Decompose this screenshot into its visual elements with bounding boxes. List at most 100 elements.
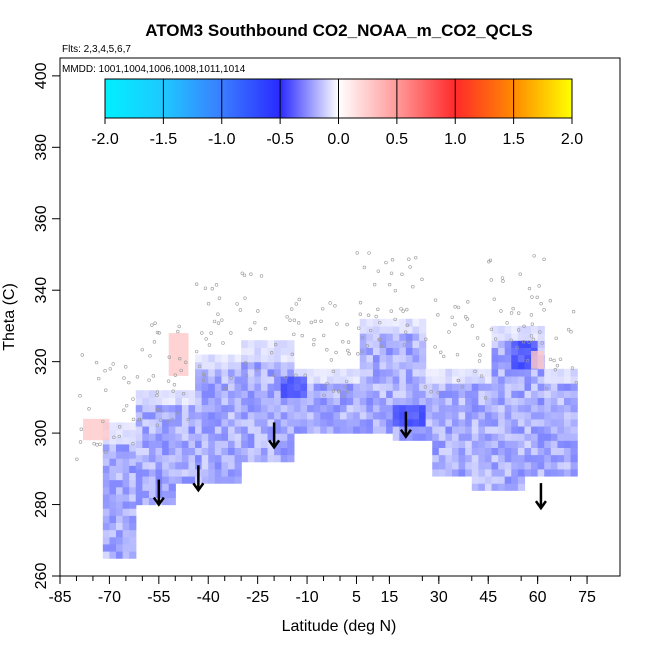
- field-cell: [168, 461, 176, 470]
- field-cell: [504, 440, 512, 448]
- field-cell: [293, 368, 302, 377]
- field-cell: [293, 375, 302, 384]
- field-cell: [392, 361, 400, 370]
- field-cell: [287, 361, 295, 370]
- field-cell: [175, 425, 183, 434]
- sample-point: [374, 314, 378, 319]
- field-cell: [353, 425, 361, 434]
- sample-point: [509, 311, 514, 315]
- field-cell: [405, 340, 414, 348]
- field-cell: [484, 418, 493, 427]
- field-cell: [366, 368, 374, 377]
- field-cell: [333, 397, 341, 406]
- field-cell: [445, 418, 453, 427]
- field-cell: [254, 354, 262, 363]
- sample-point: [424, 337, 428, 341]
- field-cell: [208, 433, 216, 441]
- field-cell: [234, 361, 242, 370]
- sample-point: [320, 307, 325, 311]
- field-cell: [201, 468, 209, 477]
- sample-point: [569, 330, 573, 334]
- field-cell: [109, 450, 117, 459]
- sample-point: [104, 450, 108, 455]
- field-cell: [346, 368, 354, 377]
- field-cell: [392, 368, 400, 377]
- field-cell: [201, 447, 209, 456]
- field-cell: [195, 447, 203, 456]
- field-cell: [122, 500, 130, 509]
- field-cell: [537, 325, 545, 334]
- sample-point: [131, 441, 135, 446]
- field-cell: [254, 418, 262, 427]
- field-cell: [537, 425, 545, 434]
- field-cell: [517, 397, 526, 406]
- field-cell: [531, 454, 539, 463]
- field-cell: [274, 404, 282, 413]
- sample-point: [384, 260, 388, 265]
- field-cell: [438, 433, 447, 441]
- field-cell: [504, 475, 512, 484]
- sample-point: [555, 363, 560, 368]
- sample-point: [344, 379, 349, 384]
- field-cell: [458, 447, 466, 456]
- field-cell: [221, 411, 229, 420]
- field-cell: [432, 411, 440, 420]
- field-cell: [537, 461, 545, 470]
- sample-point: [405, 323, 410, 328]
- field-cell: [181, 447, 190, 456]
- field-cell: [379, 418, 387, 427]
- field-cell: [452, 418, 460, 427]
- field-cell: [392, 390, 400, 398]
- field-cell: [195, 390, 203, 398]
- field-cell: [550, 411, 559, 420]
- field-cell: [557, 368, 565, 377]
- field-cell: [465, 383, 473, 391]
- field-cell: [267, 368, 275, 377]
- field-cell: [214, 468, 223, 477]
- sample-point: [290, 307, 294, 311]
- field-cell: [484, 375, 493, 384]
- field-cell: [498, 461, 506, 470]
- sample-point: [516, 311, 521, 315]
- sample-point: [331, 389, 336, 393]
- field-cell: [142, 497, 150, 506]
- field-cell: [280, 375, 288, 384]
- field-cell: [307, 368, 315, 377]
- field-cell: [478, 425, 486, 434]
- field-cell: [300, 368, 308, 377]
- field-cell: [405, 354, 414, 363]
- field-cell: [260, 354, 269, 363]
- sample-point: [328, 301, 332, 305]
- field-cell: [228, 383, 236, 391]
- field-cell: [208, 354, 216, 363]
- field-cell: [116, 522, 124, 531]
- field-cell: [201, 368, 209, 377]
- field-cell: [419, 418, 427, 427]
- field-cell: [498, 425, 506, 434]
- field-cell: [129, 486, 137, 495]
- field-cell: [511, 468, 519, 477]
- sample-point: [571, 309, 576, 314]
- field-cell: [531, 425, 539, 434]
- field-cell: [458, 433, 466, 441]
- field-cell: [116, 422, 124, 431]
- field-cell: [221, 404, 229, 413]
- field-cell: [135, 425, 143, 434]
- field-cell: [438, 404, 447, 413]
- sample-point: [235, 302, 239, 306]
- field-cell: [326, 383, 335, 391]
- field-cell: [399, 375, 407, 384]
- field-cell: [267, 383, 275, 391]
- field-cell: [293, 411, 302, 420]
- field-cell: [511, 461, 519, 470]
- sample-point: [209, 331, 213, 335]
- field-cell: [129, 429, 137, 438]
- field-cell: [359, 411, 367, 420]
- sample-point: [402, 343, 407, 347]
- field-cell: [300, 411, 308, 420]
- field-cell: [399, 390, 407, 398]
- sample-point: [400, 272, 404, 277]
- sample-point: [336, 389, 341, 393]
- field-cell: [379, 318, 387, 327]
- field-cell: [241, 361, 249, 370]
